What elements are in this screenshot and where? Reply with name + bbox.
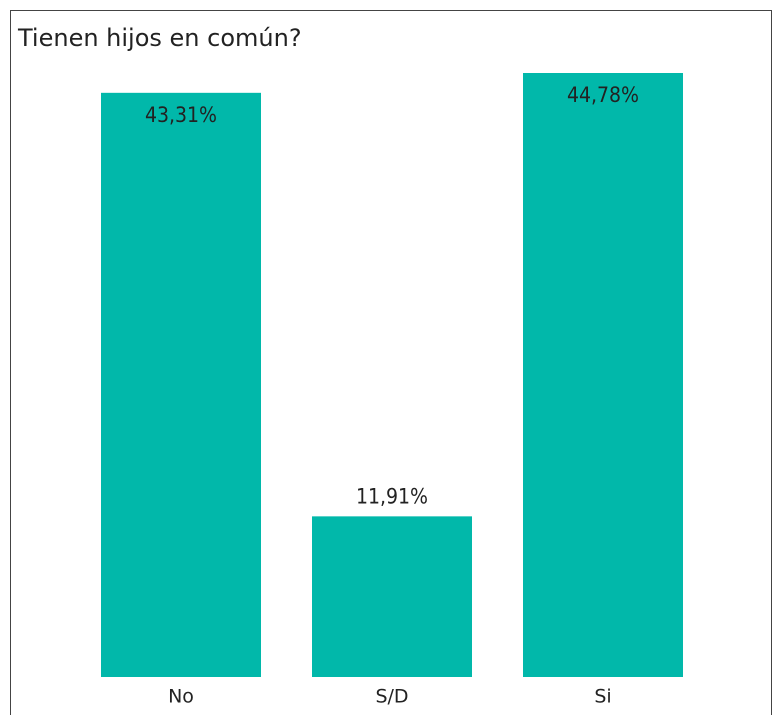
data-label: 44,78%	[567, 83, 639, 107]
chart-title: Tienen hijos en común?	[17, 24, 302, 52]
bar	[101, 92, 261, 678]
x-tick-label: S/D	[375, 686, 408, 708]
x-tick-label: No	[168, 686, 194, 708]
x-tick-label: Si	[594, 686, 611, 708]
data-label: 11,91%	[356, 484, 428, 508]
bar	[523, 73, 683, 677]
bar	[312, 516, 472, 677]
data-label: 43,31%	[145, 103, 217, 127]
